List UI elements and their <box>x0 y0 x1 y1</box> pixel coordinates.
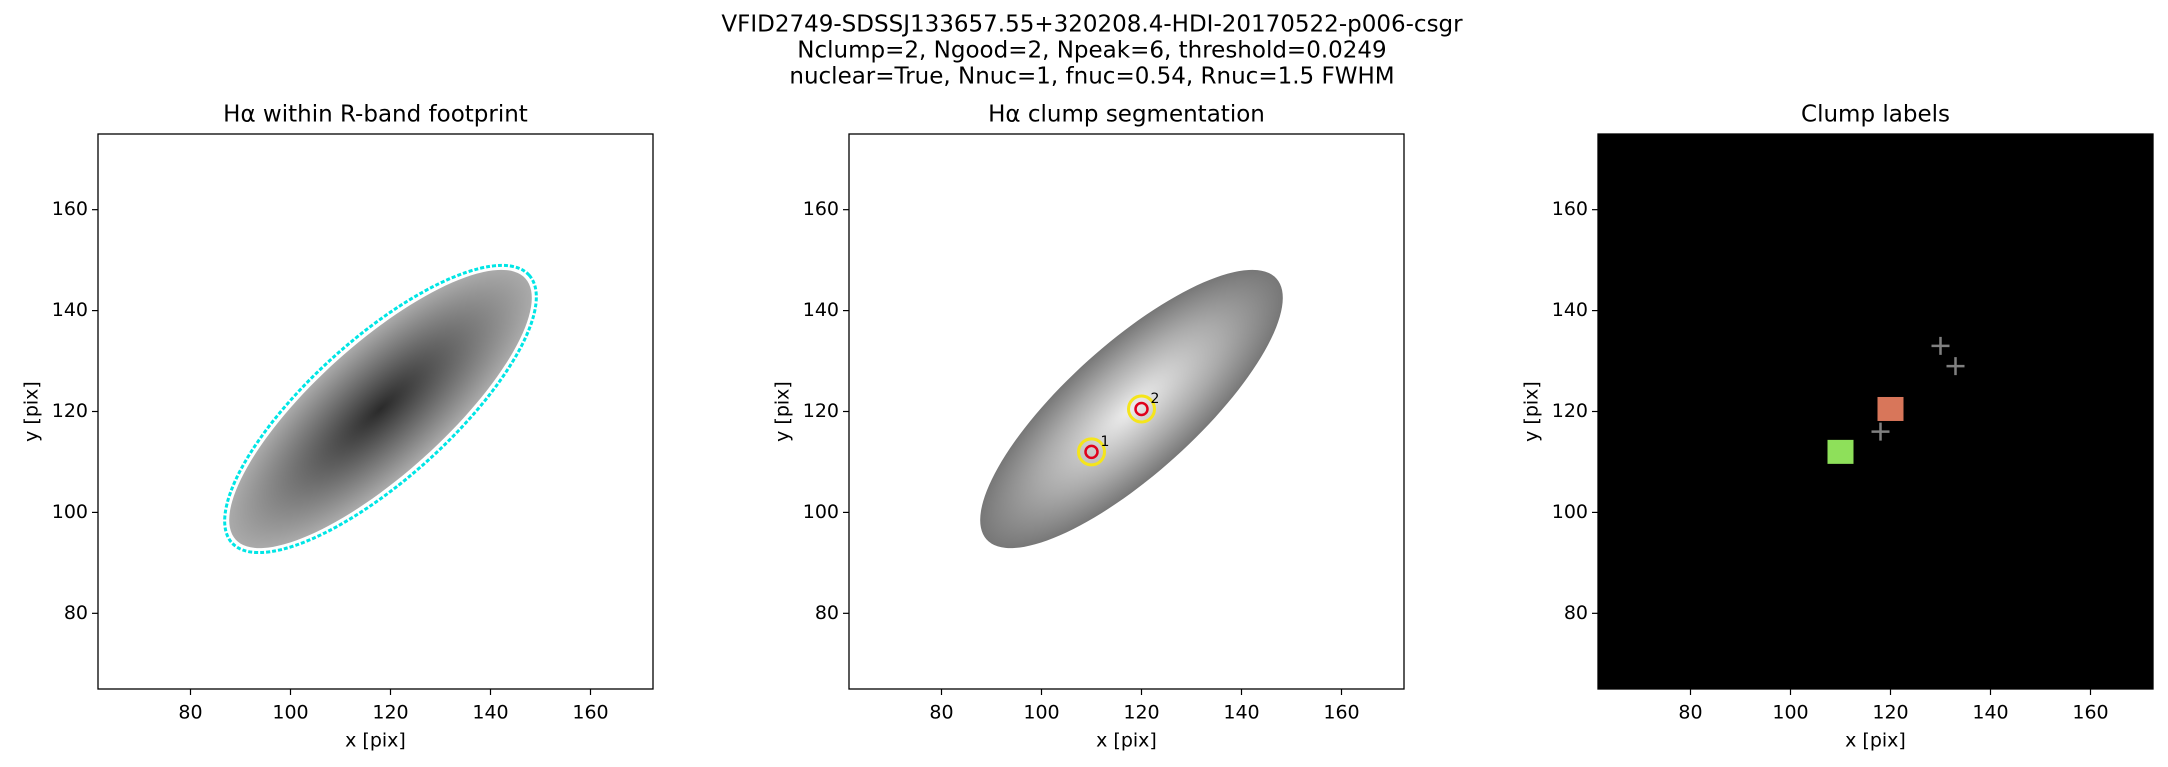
axes-title: Clump labels <box>1801 102 1950 128</box>
x-tick-label: 80 <box>1678 702 1702 724</box>
x-tick-label: 100 <box>272 702 308 724</box>
clump-label-region <box>1877 396 1904 421</box>
y-tick-label: 140 <box>803 299 839 321</box>
peak-marker <box>1946 357 1965 376</box>
y-tick-label: 120 <box>52 400 88 422</box>
y-axis-label: y [pix] <box>772 381 794 442</box>
peak-marker <box>1871 422 1890 441</box>
suptitle: Nclump=2, Ngood=2, Npeak=6, threshold=0.… <box>797 38 1386 64</box>
x-tick-label: 120 <box>1123 702 1159 724</box>
clump-label: 2 <box>1151 391 1160 407</box>
x-tick-label: 100 <box>1023 702 1059 724</box>
y-tick-label: 80 <box>1564 602 1588 624</box>
y-tick-label: 80 <box>64 602 88 624</box>
y-tick-label: 100 <box>1552 501 1588 523</box>
x-tick-label: 80 <box>929 702 953 724</box>
galaxy <box>229 269 532 549</box>
x-tick-label: 140 <box>1223 702 1259 724</box>
y-tick-label: 140 <box>52 299 88 321</box>
clump-center <box>1134 401 1149 417</box>
x-tick-label: 140 <box>472 702 508 724</box>
y-tick-label: 120 <box>803 400 839 422</box>
y-tick-label: 140 <box>1552 299 1588 321</box>
axes-title: Hα within R-band footprint <box>223 102 528 128</box>
x-tick-label: 100 <box>1772 702 1808 724</box>
clump-contour <box>1077 437 1106 467</box>
clump-label: 1 <box>1101 434 1110 450</box>
y-tick-label: 160 <box>803 198 839 220</box>
x-tick-label: 160 <box>1323 702 1359 724</box>
x-tick-label: 120 <box>1872 702 1908 724</box>
y-tick-label: 80 <box>815 602 839 624</box>
x-tick-label: 140 <box>1972 702 2008 724</box>
clump-contour <box>1127 394 1156 424</box>
galaxy <box>980 269 1283 549</box>
x-tick-label: 120 <box>372 702 408 724</box>
x-axis-label: x [pix] <box>345 730 406 752</box>
image-background <box>1598 134 2153 689</box>
y-tick-label: 160 <box>52 198 88 220</box>
y-tick-label: 100 <box>52 501 88 523</box>
clump-label-region <box>1827 439 1854 464</box>
suptitle: VFID2749-SDSSJ133657.55+320208.4-HDI-201… <box>721 12 1463 38</box>
y-axis-label: y [pix] <box>21 381 43 442</box>
suptitle: nuclear=True, Nnuc=1, fnuc=0.54, Rnuc=1.… <box>789 64 1394 90</box>
axes-title: Hα clump segmentation <box>988 102 1265 128</box>
x-tick-label: 160 <box>572 702 608 724</box>
x-tick-label: 80 <box>178 702 202 724</box>
footprint-outline <box>223 263 538 555</box>
x-axis-label: x [pix] <box>1845 730 1906 752</box>
y-axis-label: y [pix] <box>1521 381 1543 442</box>
y-tick-label: 100 <box>803 501 839 523</box>
peak-marker <box>1931 336 1950 355</box>
clump-center <box>1084 444 1099 460</box>
x-tick-label: 160 <box>2072 702 2108 724</box>
y-tick-label: 120 <box>1552 400 1588 422</box>
y-tick-label: 160 <box>1552 198 1588 220</box>
x-axis-label: x [pix] <box>1096 730 1157 752</box>
